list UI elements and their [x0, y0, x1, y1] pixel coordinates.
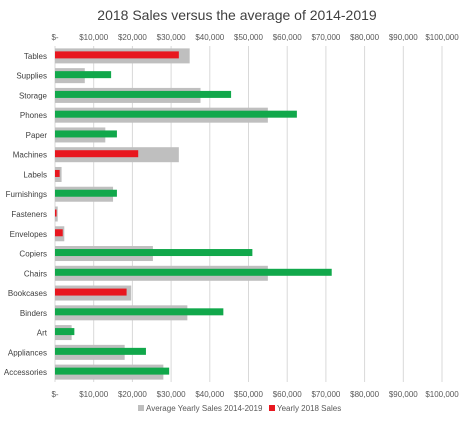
bottom-tick-label: $30,000 — [157, 390, 186, 399]
top-tick-label: $20,000 — [118, 33, 147, 42]
top-tick-label: $80,000 — [350, 33, 379, 42]
bar-2018 — [55, 209, 57, 217]
bar-2018 — [55, 288, 127, 296]
bar-2018 — [55, 110, 297, 118]
top-tick-label: $30,000 — [157, 33, 186, 42]
top-tick-label: $100,000 — [425, 33, 459, 42]
bottom-tick-label: $- — [51, 390, 58, 399]
category-label: Labels — [23, 170, 47, 179]
category-label: Bookcases — [8, 289, 47, 298]
top-tick-label: $- — [51, 33, 58, 42]
bar-2018 — [55, 169, 60, 177]
bar-2018 — [55, 367, 170, 375]
bar-2018 — [55, 130, 117, 138]
category-labels: Tables Supplies Storage Phones Paper Machines… — [4, 52, 48, 377]
bar-2018 — [55, 51, 179, 59]
legend-swatch-2018 — [269, 405, 275, 411]
category-label: Accessories — [4, 368, 47, 377]
bottom-tick-label: $40,000 — [195, 390, 224, 399]
bottom-axis-ticks: $- $10,000 $20,000 $30,000 $40,000 $50,000 $60… — [51, 390, 459, 399]
top-tick-label: $10,000 — [79, 33, 108, 42]
top-tick-label: $50,000 — [234, 33, 263, 42]
category-label: Furnishings — [6, 190, 47, 199]
bar-2018 — [55, 308, 224, 316]
legend-label-2018: Yearly 2018 Sales — [277, 404, 341, 413]
bar-2018 — [55, 189, 117, 197]
legend: Average Yearly Sales 2014-2019 Yearly 20… — [138, 404, 341, 413]
bottom-tick-label: $70,000 — [311, 390, 340, 399]
category-label: Appliances — [8, 348, 47, 357]
category-label: Supplies — [16, 72, 47, 81]
bar-2018 — [55, 249, 253, 257]
legend-label-average: Average Yearly Sales 2014-2019 — [146, 404, 263, 413]
bottom-tick-label: $90,000 — [389, 390, 418, 399]
category-label: Envelopes — [10, 230, 47, 239]
bar-2018 — [55, 268, 332, 276]
bottom-tick-label: $80,000 — [350, 390, 379, 399]
bars — [55, 48, 332, 380]
bottom-tick-label: $10,000 — [79, 390, 108, 399]
top-tick-label: $40,000 — [195, 33, 224, 42]
category-label: Fasteners — [11, 210, 47, 219]
category-label: Art — [37, 329, 48, 338]
bar-2018 — [55, 71, 112, 79]
bottom-tick-label: $60,000 — [273, 390, 302, 399]
bar-2018 — [55, 229, 63, 237]
bar-2018 — [55, 90, 232, 98]
top-tick-label: $90,000 — [389, 33, 418, 42]
bar-2018 — [55, 150, 139, 158]
category-label: Storage — [19, 91, 48, 100]
top-tick-label: $70,000 — [311, 33, 340, 42]
category-label: Tables — [24, 52, 47, 61]
chart-title: 2018 Sales versus the average of 2014-20… — [97, 7, 377, 23]
bottom-tick-label: $50,000 — [234, 390, 263, 399]
bar-2018 — [55, 347, 146, 355]
category-label: Phones — [20, 111, 47, 120]
category-label: Chairs — [24, 269, 47, 278]
top-axis-ticks: $- $10,000 $20,000 $30,000 $40,000 $50,000 $60… — [51, 33, 459, 42]
category-label: Machines — [13, 151, 47, 160]
bottom-tick-label: $20,000 — [118, 390, 147, 399]
top-tick-label: $60,000 — [273, 33, 302, 42]
bottom-tick-label: $100,000 — [425, 390, 459, 399]
category-label: Paper — [26, 131, 48, 140]
bar-2018 — [55, 328, 75, 336]
category-label: Copiers — [19, 250, 47, 259]
category-label: Binders — [20, 309, 47, 318]
legend-swatch-average — [138, 405, 144, 411]
